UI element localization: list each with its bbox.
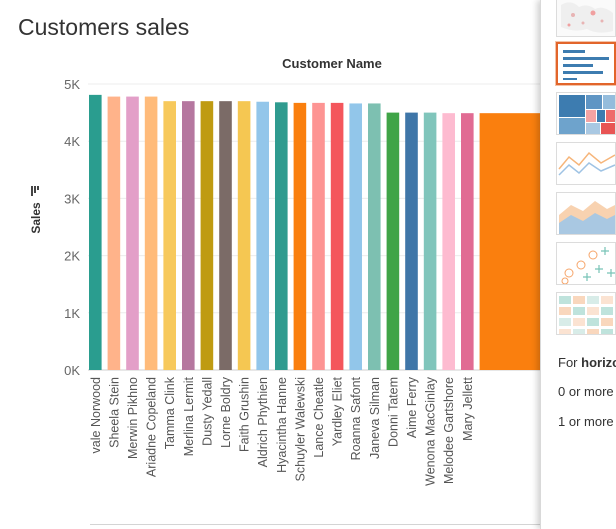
y-tick-label: 1K: [64, 306, 80, 321]
bar[interactable]: [126, 96, 139, 371]
bar[interactable]: [219, 101, 232, 370]
x-tick-label[interactable]: Yardley Eliet: [331, 376, 345, 446]
hint-chart-type: horizo: [581, 355, 616, 370]
scatter-plot-thumb[interactable]: [556, 242, 616, 285]
page-title: Customers sales: [18, 14, 190, 40]
x-tick-label[interactable]: Mary Jellett: [461, 376, 475, 440]
y-tick-label: 3K: [64, 191, 80, 206]
x-tick-label[interactable]: Merwin Pikhno: [126, 377, 140, 459]
x-tick-label[interactable]: Roanna Safont: [349, 376, 363, 460]
bar[interactable]: [423, 112, 437, 370]
bar-clipped[interactable]: [479, 113, 540, 370]
treemap-thumb[interactable]: [556, 92, 616, 135]
bar[interactable]: [368, 103, 381, 370]
bar[interactable]: [163, 101, 176, 370]
bar[interactable]: [293, 102, 307, 370]
x-tick-label[interactable]: Tamma Clink: [163, 376, 177, 449]
lines-thumb[interactable]: [556, 142, 616, 185]
bar[interactable]: [442, 113, 455, 370]
bar[interactable]: [461, 113, 474, 370]
sort-icon[interactable]: [31, 186, 39, 196]
chart-bars: [89, 94, 540, 371]
y-tick-label: 5K: [64, 77, 80, 92]
bar[interactable]: [89, 94, 102, 371]
x-tick-label[interactable]: Dusty Yedall: [200, 377, 214, 446]
measure-requirement: 1 or more: [558, 414, 614, 429]
y-tick-label: 4K: [64, 134, 80, 149]
y-tick-label: 2K: [64, 249, 80, 264]
bar[interactable]: [256, 101, 269, 371]
x-tick-label[interactable]: Aldrich Phythien: [256, 377, 270, 467]
bar-chart: 0K 1K 2K 3K 4K 5K vale Norwood Sheela Stein Mer…: [29, 56, 540, 486]
x-tick-label[interactable]: Schuyler Walewski: [293, 377, 307, 481]
bar[interactable]: [182, 101, 195, 370]
x-tick-label[interactable]: Wenona MacGinlay: [424, 376, 438, 486]
bar[interactable]: [144, 96, 158, 371]
worksheet: Customers sales 0K 1K 2K 3K 4K 5K vale Norwoo…: [18, 14, 540, 525]
bar[interactable]: [237, 101, 251, 370]
show-me-hint: For horizo: [558, 355, 616, 370]
x-tick-label[interactable]: Ariadne Copeland: [145, 377, 159, 477]
x-tick-label[interactable]: Aime Ferry: [405, 376, 419, 438]
bar[interactable]: [107, 96, 121, 371]
bar[interactable]: [330, 102, 344, 370]
highlight-table-thumb[interactable]: [556, 292, 616, 335]
hint-prefix: For: [558, 355, 582, 370]
x-tick-label[interactable]: Sheela Stein: [107, 377, 121, 448]
x-tick-label[interactable]: Lance Cheatle: [312, 377, 326, 458]
x-tick-label[interactable]: Merlina Lermit: [182, 376, 196, 456]
x-tick-label[interactable]: Melodee Gartshore: [442, 377, 456, 484]
bar[interactable]: [405, 112, 418, 370]
scroll-track: [90, 524, 540, 525]
y-tick-label: 0K: [64, 363, 80, 378]
symbol-map-thumb[interactable]: [556, 0, 616, 37]
y-axis-title[interactable]: Sales: [29, 202, 43, 234]
bar[interactable]: [275, 102, 288, 370]
horizontal-bars-thumb[interactable]: [556, 42, 616, 85]
bar[interactable]: [349, 103, 362, 370]
y-axis-ticks: 0K 1K 2K 3K 4K 5K: [64, 77, 80, 378]
bar[interactable]: [312, 102, 325, 370]
x-tick-label[interactable]: Donni Tatem: [386, 377, 400, 447]
area-chart-thumb[interactable]: [556, 192, 616, 235]
x-tick-label[interactable]: Janeva Silman: [368, 377, 382, 459]
x-tick-label[interactable]: Faith Grushin: [238, 377, 252, 452]
x-tick-label[interactable]: Lorne Boldry: [219, 376, 233, 448]
dimension-requirement: 0 or more: [558, 384, 614, 399]
x-tick-label[interactable]: Hyacintha Hanne: [275, 377, 289, 473]
x-tick-label[interactable]: vale Norwood: [89, 377, 103, 453]
x-axis-labels: vale Norwood Sheela Stein Merwin Pikhno Ari…: [89, 376, 475, 486]
bar[interactable]: [386, 112, 400, 370]
chart-title: Customer Name: [282, 56, 382, 71]
show-me-panel: For horizo 0 or more 1 or more: [540, 0, 616, 529]
bar[interactable]: [200, 101, 214, 370]
